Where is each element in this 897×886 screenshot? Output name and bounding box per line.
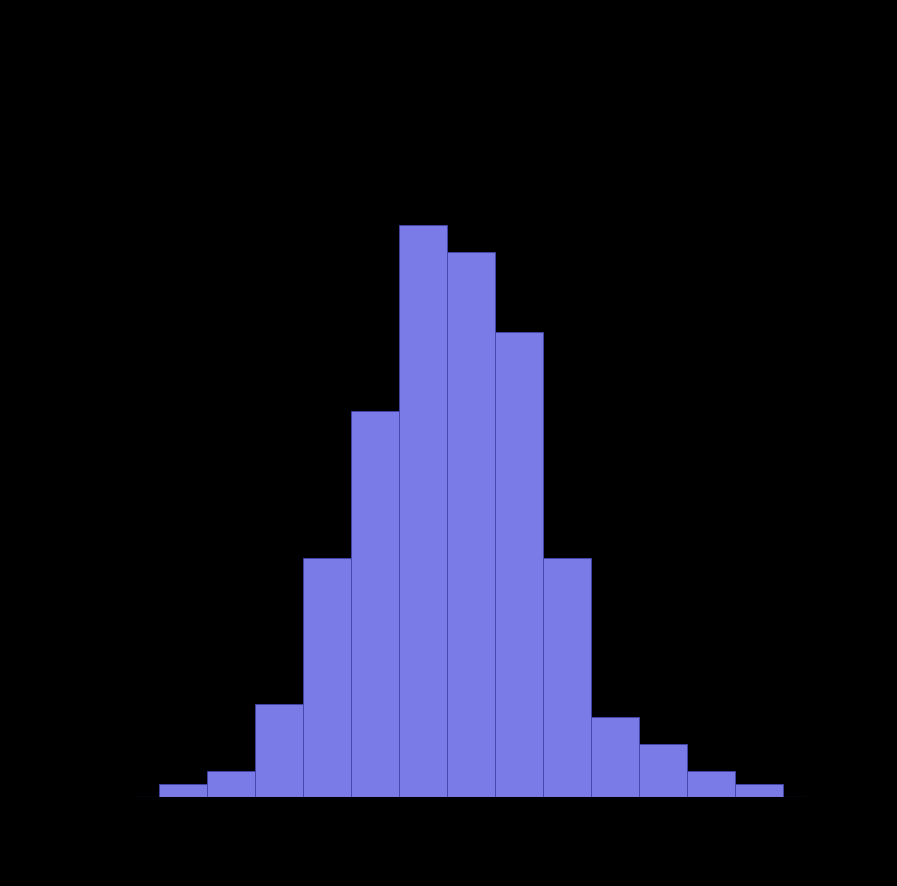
- Bar: [255, 704, 302, 797]
- Bar: [543, 558, 591, 797]
- Bar: [736, 784, 783, 797]
- Bar: [206, 771, 255, 797]
- Bar: [447, 253, 495, 797]
- Bar: [399, 226, 447, 797]
- Bar: [687, 771, 736, 797]
- Bar: [639, 744, 687, 797]
- Bar: [351, 412, 399, 797]
- Bar: [591, 718, 639, 797]
- Bar: [495, 332, 543, 797]
- Bar: [302, 558, 351, 797]
- Bar: [159, 784, 206, 797]
